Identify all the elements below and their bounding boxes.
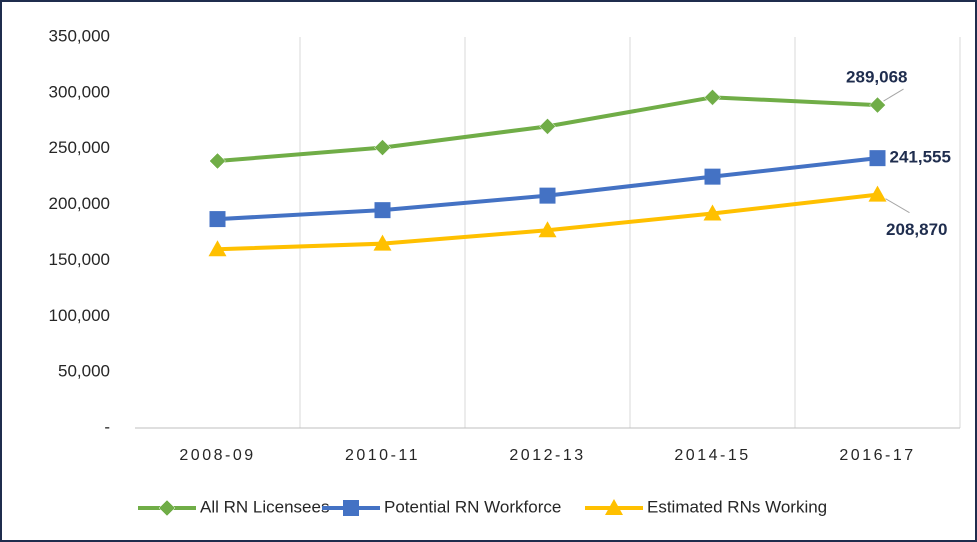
y-tick-label: 300,000 [49, 82, 110, 101]
marker [869, 96, 886, 114]
marker [208, 240, 227, 257]
x-tick-label: 2008-09 [179, 447, 255, 464]
marker [373, 234, 392, 251]
marker [703, 204, 722, 221]
y-tick-label: 50,000 [58, 362, 110, 381]
x-tick-label: 2016-17 [839, 447, 915, 464]
marker [539, 187, 556, 204]
leader-line [883, 88, 904, 102]
marker [704, 168, 721, 185]
x-tick-label: 2010-11 [345, 447, 420, 464]
leader-line [885, 198, 910, 214]
marker [869, 150, 886, 167]
marker [539, 118, 556, 135]
data-label: 208,870 [886, 220, 947, 239]
y-tick-label: 250,000 [49, 138, 110, 157]
x-tick-label: 2012-13 [509, 447, 585, 464]
legend-marker [343, 500, 359, 516]
marker [374, 139, 391, 156]
legend-label: Estimated RNs Working [647, 497, 827, 516]
legend-marker [605, 499, 623, 515]
y-tick-label: 100,000 [49, 306, 110, 325]
legend-label: Potential RN Workforce [384, 497, 561, 516]
data-label: 241,555 [890, 148, 951, 167]
legend-label: All RN Licensees [200, 497, 329, 516]
marker [209, 152, 226, 170]
marker [704, 88, 721, 106]
x-tick-label: 2014-15 [674, 447, 750, 464]
y-tick-label: 200,000 [49, 194, 110, 213]
y-tick-label: 350,000 [49, 26, 110, 45]
marker [374, 202, 391, 219]
y-tick-label: 150,000 [49, 250, 110, 269]
marker [868, 185, 887, 202]
data-label: 289,068 [846, 68, 907, 87]
marker [209, 211, 226, 228]
y-tick-label: - [104, 417, 110, 436]
legend-marker [158, 499, 176, 517]
marker [538, 221, 557, 238]
